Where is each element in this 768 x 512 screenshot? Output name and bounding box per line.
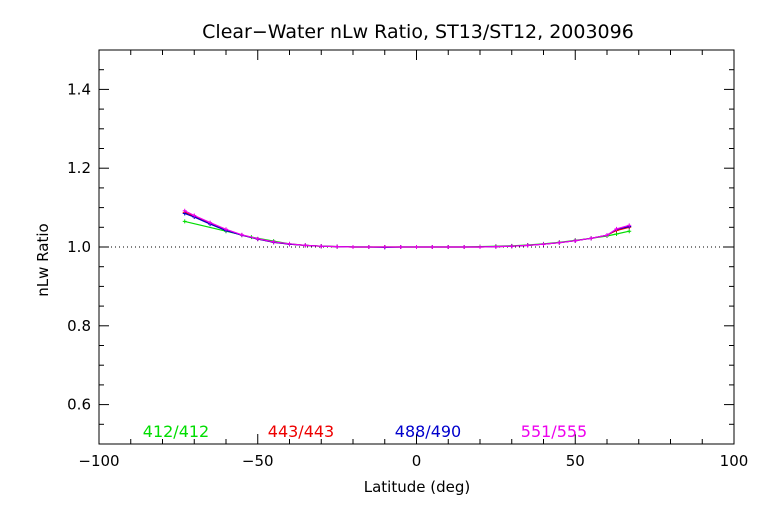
tick-labels: −100 −50 0 50 100 0.6 0.8 1.0 1.2 1.4 (67, 80, 748, 470)
legend-entry: 443/443 (268, 422, 334, 441)
x-tick-label: 100 (720, 452, 749, 470)
data-point (627, 223, 632, 228)
data-point (319, 244, 324, 249)
data-point (614, 226, 619, 231)
legend: 412/412 443/443 488/490 551/555 (143, 422, 587, 441)
y-axis-label: nLw Ratio (34, 223, 52, 296)
data-point (627, 229, 632, 234)
y-tick-label: 0.6 (67, 396, 91, 414)
x-tick-label: −100 (78, 452, 119, 470)
legend-entry: 488/490 (395, 422, 461, 441)
data-point (573, 238, 578, 243)
data-point (366, 245, 371, 249)
x-tick-label: −50 (242, 452, 274, 470)
data-point (605, 233, 609, 238)
data-point (414, 245, 419, 249)
data-point (493, 244, 498, 249)
data-point (541, 242, 546, 247)
data-point (335, 244, 340, 249)
y-tick-label: 1.0 (67, 238, 91, 256)
data-point (430, 245, 435, 249)
data-point (182, 208, 187, 213)
x-tick-label: 0 (412, 452, 422, 470)
data-point (509, 244, 514, 249)
axis-ticks (98, 49, 735, 445)
series-line (184, 220, 630, 248)
series-group (182, 208, 632, 250)
data-point (589, 236, 594, 241)
data-point (462, 245, 467, 249)
x-tick-label: 50 (566, 452, 585, 470)
data-point (478, 245, 482, 249)
data-point (525, 243, 530, 248)
data-point (208, 220, 213, 225)
data-point (614, 231, 619, 236)
data-point (192, 213, 197, 218)
data-point (351, 245, 355, 249)
x-axis-label: Latitude (deg) (364, 478, 470, 496)
data-point (303, 243, 308, 248)
data-point (271, 239, 276, 244)
data-point (382, 245, 387, 249)
legend-entry: 412/412 (143, 422, 209, 441)
data-point (398, 245, 403, 249)
data-point (239, 232, 244, 237)
y-tick-label: 1.4 (67, 80, 91, 98)
data-point (287, 241, 292, 246)
y-tick-label: 1.2 (67, 159, 91, 177)
data-point (255, 236, 260, 241)
legend-entry: 551/555 (521, 422, 587, 441)
data-point (446, 245, 451, 249)
chart-title: Clear−Water nLw Ratio, ST13/ST12, 200309… (202, 21, 634, 43)
data-point (182, 219, 187, 224)
series-line (184, 210, 630, 248)
data-point (224, 227, 228, 232)
data-point (557, 240, 562, 245)
y-tick-label: 0.8 (67, 317, 91, 335)
